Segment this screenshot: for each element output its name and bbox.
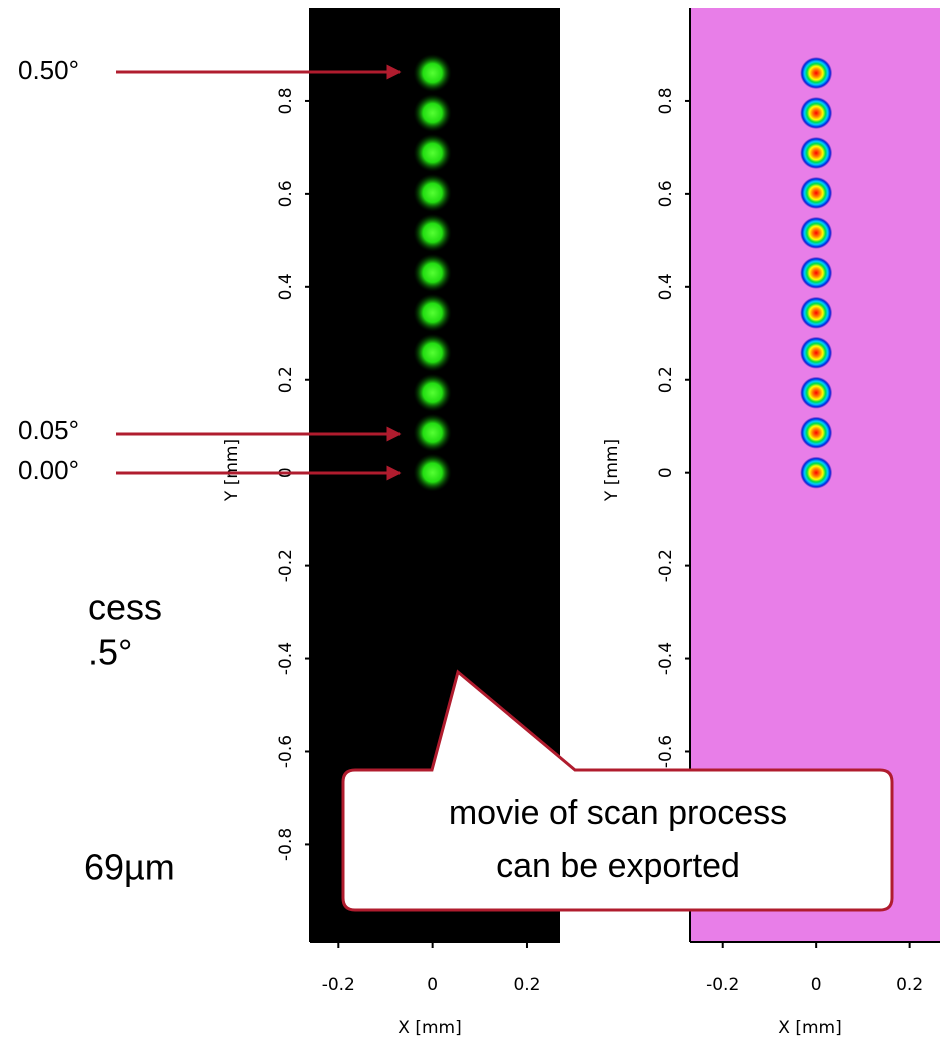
angle-label: 0.50° [18,55,79,85]
spot [414,294,452,332]
text-fragment: .5° [88,632,132,673]
spot [414,334,452,372]
callout-text: movie of scan process [449,794,787,832]
x-axis-label: X [mm] [398,1018,461,1038]
y-tick-label: -0.6 [656,735,676,768]
y-tick-label: -0.2 [276,549,296,582]
x-tick-label: 0.2 [896,975,923,995]
angle-label: 0.05° [18,415,79,445]
spot [414,214,452,252]
spot [414,134,452,172]
spot [800,177,832,209]
spot [800,457,832,489]
y-tick-label: -0.8 [276,828,296,861]
spot [800,57,832,89]
y-axis-label: Y [mm] [222,439,242,502]
spot [800,337,832,369]
y-tick-label: 0.2 [656,366,676,393]
text-fragment: cess [88,587,162,628]
y-tick-label: 0.6 [656,180,676,207]
spot [414,94,452,132]
spot [414,374,452,412]
y-axis-label: Y [mm] [602,439,622,502]
y-tick-label: 0 [656,467,676,478]
angle-label: 0.00° [18,455,79,485]
spot [800,137,832,169]
y-tick-label: 0.6 [276,180,296,207]
callout-text: can be exported [496,847,740,885]
y-tick-label: -0.6 [276,735,296,768]
spot [800,217,832,249]
spot [800,297,832,329]
spot [414,414,452,452]
slide: -0.8 -0.6 -0.4 -0.2 0 0.2 0.4 0.6 0.8 -0.2 0 0.2 X [… [0,0,951,1043]
y-tick-label: 0.2 [276,366,296,393]
spot [800,257,832,289]
y-tick-label: 0.8 [656,87,676,114]
y-tick-label: 0.8 [276,87,296,114]
spot [414,174,452,212]
y-tick-label: 0.4 [276,273,296,300]
y-tick-label: -0.4 [276,642,296,675]
y-tick-label: -0.4 [656,642,676,675]
spot [414,254,452,292]
spot [414,54,452,92]
x-tick-label: 0 [427,975,438,995]
x-tick-label: 0.2 [513,975,540,995]
y-tick-label: -0.2 [656,549,676,582]
x-tick-label: -0.2 [322,975,355,995]
x-tick-label: 0 [811,975,822,995]
x-tick-label: -0.2 [706,975,739,995]
spot [800,417,832,449]
spot [414,454,452,492]
text-fragment: 69µm [84,847,175,888]
spot [800,377,832,409]
spot [800,97,832,129]
x-axis-label: X [mm] [778,1018,841,1038]
y-tick-label: 0.4 [656,273,676,300]
